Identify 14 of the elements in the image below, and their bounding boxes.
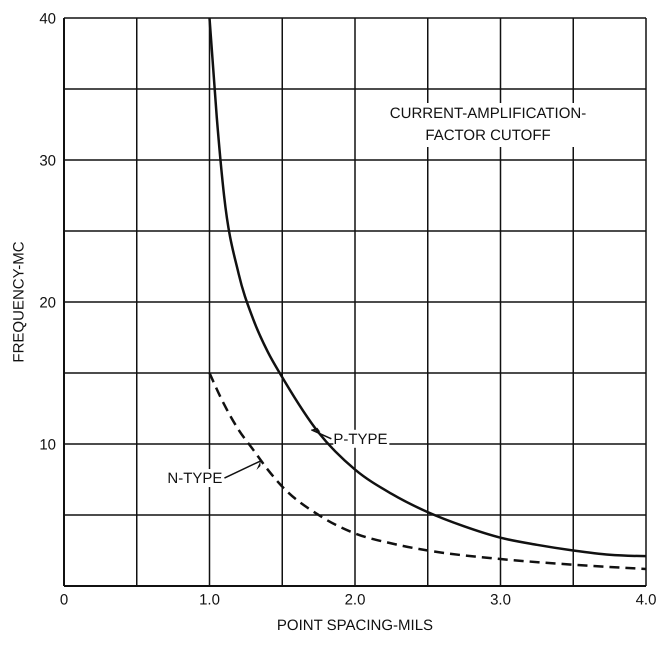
x-axis-title: POINT SPACING-MILS bbox=[276, 617, 434, 634]
x-tick-label: 3.0 bbox=[490, 592, 511, 609]
y-axis-title: FREQUENCY-MC bbox=[10, 241, 28, 363]
x-tick-label: 1.0 bbox=[199, 592, 220, 609]
y-tick-label: 30 bbox=[39, 152, 56, 170]
y-tick-label: 10 bbox=[39, 436, 56, 454]
x-tick-label: 4.0 bbox=[636, 592, 656, 609]
annotation: CURRENT-AMPLIFICATION-FACTOR CUTOFF bbox=[368, 103, 608, 147]
x-tick-label: 2.0 bbox=[344, 592, 366, 609]
x-tick-label: 0 bbox=[60, 592, 68, 609]
y-tick-label: 40 bbox=[39, 10, 56, 28]
y-tick-label: 20 bbox=[39, 294, 56, 312]
annotation: N-TYPE bbox=[167, 470, 222, 488]
annotation: P-TYPE bbox=[333, 430, 388, 448]
